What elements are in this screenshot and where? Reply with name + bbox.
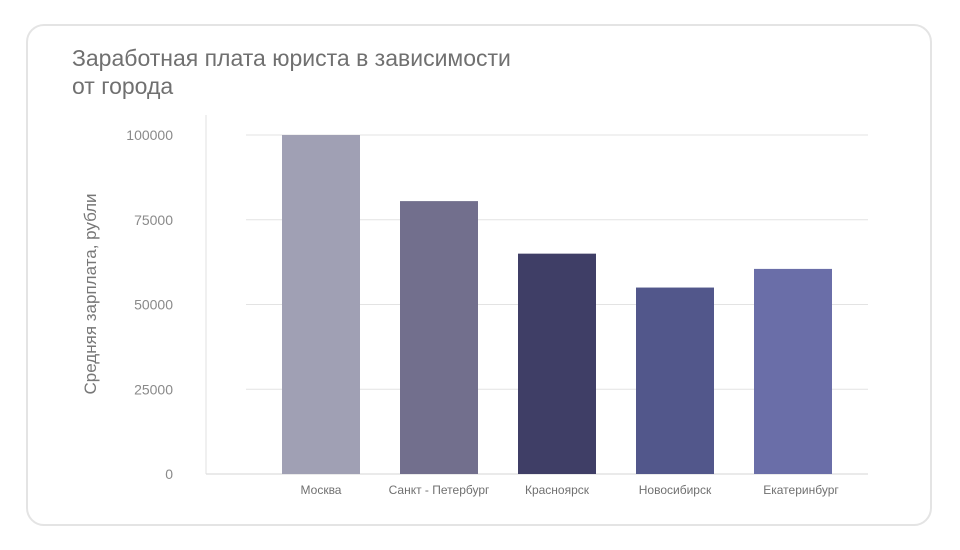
y-tick-label: 25000 (134, 381, 173, 397)
x-tick-label: Красноярск (525, 483, 590, 497)
x-tick-label: Санкт - Петербург (389, 483, 490, 497)
bar (518, 253, 596, 474)
bar (400, 201, 478, 475)
x-tick-label: Москва (301, 483, 342, 497)
y-tick-label: 0 (165, 466, 173, 482)
bar (282, 135, 360, 474)
y-tick-label: 75000 (134, 212, 173, 228)
bar (754, 268, 832, 474)
x-tick-label: Екатеринбург (763, 483, 839, 497)
y-tick-label: 50000 (134, 297, 173, 313)
x-tick-label: Новосибирск (639, 483, 712, 497)
y-axis-label: Средняя зарплата, рубли (81, 193, 100, 394)
chart-title: Заработная плата юриста в зависимости от… (72, 45, 511, 99)
bar (636, 287, 714, 474)
y-tick-label: 100000 (126, 127, 173, 143)
